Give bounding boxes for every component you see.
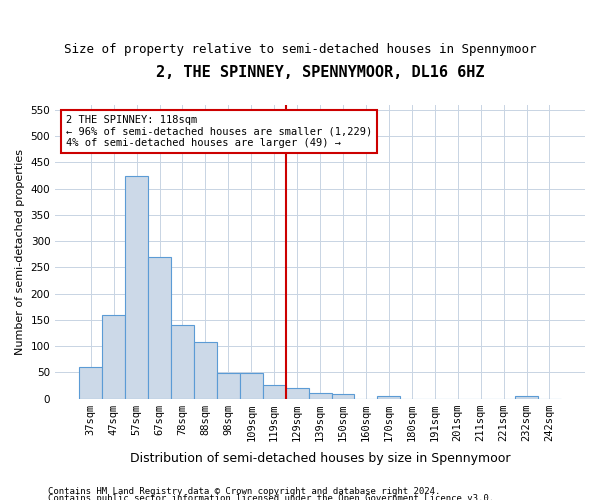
Bar	[171, 325, 194, 398]
X-axis label: Distribution of semi-detached houses by size in Spennymoor: Distribution of semi-detached houses by …	[130, 452, 511, 465]
Bar	[125, 176, 148, 398]
Bar	[308, 394, 332, 398]
Bar	[377, 396, 400, 398]
Bar	[217, 374, 240, 398]
Text: Contains public sector information licensed under the Open Government Licence v3: Contains public sector information licen…	[48, 494, 494, 500]
Bar	[79, 367, 102, 398]
Bar	[286, 388, 308, 398]
Bar	[332, 394, 355, 398]
Bar	[263, 386, 286, 398]
Bar	[240, 374, 263, 398]
Title: 2, THE SPINNEY, SPENNYMOOR, DL16 6HZ: 2, THE SPINNEY, SPENNYMOOR, DL16 6HZ	[156, 65, 484, 80]
Text: 2 THE SPINNEY: 118sqm
← 96% of semi-detached houses are smaller (1,229)
4% of se: 2 THE SPINNEY: 118sqm ← 96% of semi-deta…	[66, 115, 372, 148]
Bar	[194, 342, 217, 398]
Bar	[148, 257, 171, 398]
Y-axis label: Number of semi-detached properties: Number of semi-detached properties	[15, 148, 25, 354]
Bar	[102, 314, 125, 398]
Text: Size of property relative to semi-detached houses in Spennymoor: Size of property relative to semi-detach…	[64, 42, 536, 56]
Text: Contains HM Land Registry data © Crown copyright and database right 2024.: Contains HM Land Registry data © Crown c…	[48, 487, 440, 496]
Bar	[515, 396, 538, 398]
